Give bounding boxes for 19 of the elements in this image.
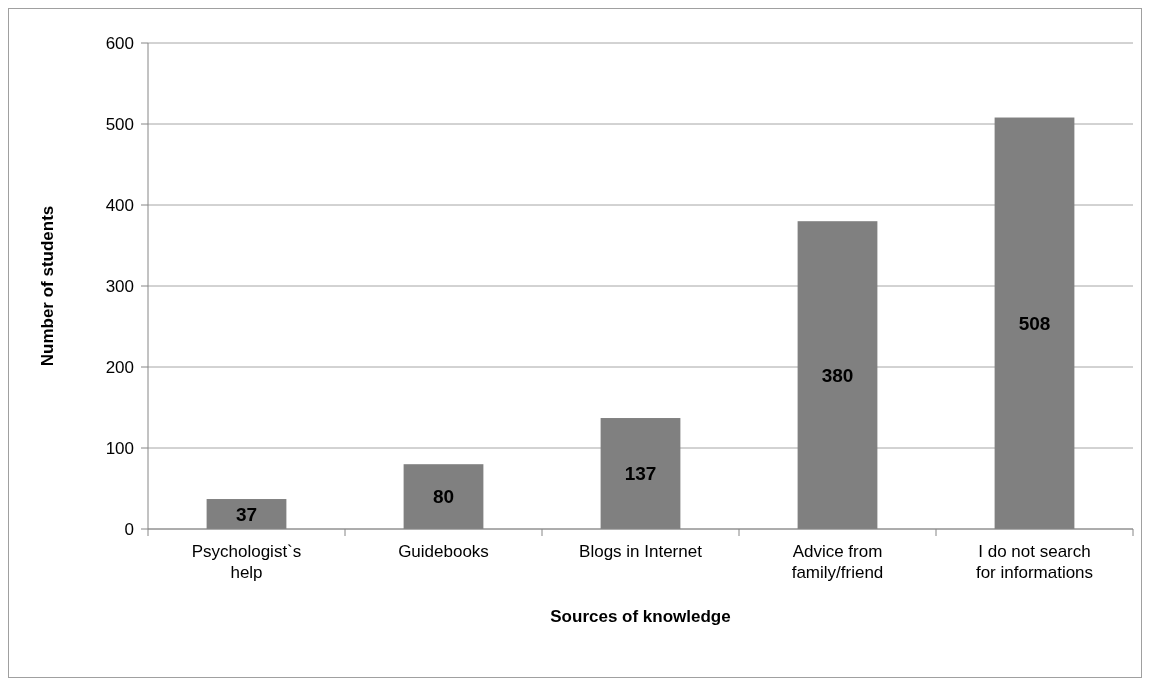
y-tick-label: 300 [105,276,134,296]
x-tick-label: Psychologist`s help [191,542,302,582]
x-tick-label: Advice from family/friend [791,542,884,582]
y-tick-label: 100 [105,438,134,458]
data-label: 37 [235,503,258,525]
y-tick-label: 600 [105,33,134,53]
y-tick-label: 500 [105,114,134,134]
x-tick-label: Blogs in Internet [579,542,703,561]
y-tick-label: 400 [105,195,134,215]
data-label: 508 [1018,312,1051,334]
data-label: 137 [624,463,657,485]
x-axis-title: Sources of knowledge [550,607,731,626]
x-tick-label: I do not search for informations [975,542,1094,582]
x-tick-label: Guidebooks [398,542,489,561]
y-tick-label: 200 [105,357,134,377]
data-label: 80 [432,486,455,508]
y-tick-label: 0 [124,519,134,539]
data-label: 380 [821,364,854,386]
y-axis-title: Number of students [38,205,57,367]
